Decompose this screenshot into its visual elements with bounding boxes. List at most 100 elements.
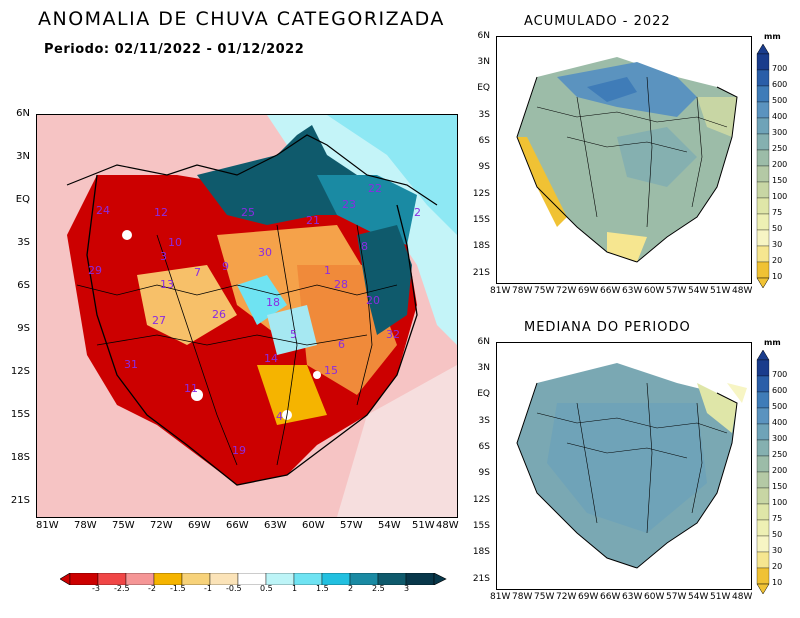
anomaly-map	[36, 114, 458, 518]
lon-tick: 63W	[622, 286, 643, 296]
median-title: MEDIANA DO PERIODO	[524, 320, 691, 335]
mm-colorbar-top-graphic	[756, 43, 770, 289]
basin-label: 32	[386, 328, 400, 341]
lat-tick: 6N	[477, 31, 490, 41]
basin-label: 2	[414, 206, 421, 219]
mm-tick: 10	[772, 272, 783, 281]
lon-tick: 72W	[556, 286, 577, 296]
basin-label: 25	[241, 206, 255, 219]
lat-tick: 3N	[16, 151, 30, 162]
lat-tick: 6N	[16, 108, 30, 119]
lon-tick: 63W	[264, 520, 287, 531]
lat-tick: 18S	[472, 547, 490, 557]
mm-tick: 250	[772, 144, 788, 153]
mm-tick: 100	[772, 498, 788, 507]
colorbar-tick: -1	[204, 584, 212, 593]
median-map	[496, 342, 752, 590]
accumulated-title: ACUMULADO - 2022	[524, 14, 671, 29]
colorbar-tick: 3	[404, 584, 410, 593]
lon-tick: 51W	[710, 286, 731, 296]
lat-axis-top: 6N 3N EQ 3S 6S 9S 12S 15S 18S 21S	[462, 31, 494, 282]
lon-tick: 69W	[188, 520, 211, 531]
basin-label: 23	[342, 198, 356, 211]
colorbar-tick: -3	[92, 584, 100, 593]
lon-tick: 60W	[302, 520, 325, 531]
mm-colorbar-bottom-graphic	[756, 349, 770, 595]
colorbar-tick: -2	[148, 584, 156, 593]
lon-tick: 69W	[578, 286, 599, 296]
colorbar-tick: 2	[348, 584, 354, 593]
lon-axis-left: 81W 78W 75W 72W 69W 66W 63W 60W 57W 54W …	[36, 520, 459, 534]
lat-tick: 9S	[478, 162, 490, 172]
lon-tick: 69W	[578, 592, 599, 602]
lat-tick: 6S	[17, 280, 30, 291]
colorbar-tick: -0.5	[226, 584, 242, 593]
mm-tick: 600	[772, 386, 788, 395]
lat-tick: 3N	[477, 363, 490, 373]
basin-label: 5	[290, 328, 297, 341]
lon-tick: 66W	[600, 592, 621, 602]
lon-tick: 48W	[732, 592, 753, 602]
anomaly-map-graphic	[37, 115, 457, 517]
mm-tick: 500	[772, 402, 788, 411]
lon-axis-bottom: 81W 78W 75W 72W 69W 66W 63W 60W 57W 54W …	[490, 592, 760, 604]
basin-label: 14	[264, 352, 278, 365]
lat-tick: 15S	[472, 215, 490, 225]
mm-tick: 30	[772, 546, 783, 555]
mm-tick: 600	[772, 80, 788, 89]
lat-tick: 12S	[472, 189, 490, 199]
lat-tick: 12S	[10, 366, 30, 377]
basin-label: 27	[152, 314, 166, 327]
lat-tick: 3S	[478, 110, 490, 120]
basin-label: 4	[276, 410, 283, 423]
basin-label: 24	[96, 204, 110, 217]
lat-axis-bottom: 6N 3N EQ 3S 6S 9S 12S 15S 18S 21S	[462, 337, 494, 588]
basin-label: 1	[324, 264, 331, 277]
lon-tick: 63W	[622, 592, 643, 602]
lon-tick: 75W	[534, 286, 555, 296]
mm-tick: 700	[772, 370, 788, 379]
lat-tick: 3N	[477, 57, 490, 67]
lon-tick: 66W	[226, 520, 249, 531]
mm-unit-top: mm	[764, 32, 781, 41]
lon-tick: 57W	[666, 592, 687, 602]
colorbar-tick: -1.5	[170, 584, 186, 593]
lon-tick: 54W	[688, 286, 709, 296]
basin-label: 22	[368, 182, 382, 195]
lon-tick: 60W	[644, 592, 665, 602]
lat-tick: 3S	[17, 237, 30, 248]
mm-tick: 400	[772, 112, 788, 121]
colorbar-tick: 1	[292, 584, 298, 593]
lat-tick: 12S	[472, 495, 490, 505]
lat-tick: EQ	[477, 389, 490, 399]
basin-label: 9	[222, 260, 229, 273]
accumulated-map	[496, 36, 752, 284]
colorbar-tick: 1.5	[316, 584, 329, 593]
anomaly-colorbar-graphic	[59, 572, 447, 586]
basin-label: 6	[338, 338, 345, 351]
basin-label: 12	[154, 206, 168, 219]
colorbar-tick: 2.5	[372, 584, 385, 593]
mm-colorbar-bottom: 700 600 500 400 300 250 200 150 100 75 5…	[756, 349, 796, 596]
lon-tick: 78W	[512, 286, 533, 296]
mm-tick: 20	[772, 562, 783, 571]
basin-label: 20	[366, 294, 380, 307]
mm-tick: 50	[772, 224, 783, 233]
lat-tick: 21S	[10, 495, 30, 506]
lon-tick: 51W	[412, 520, 435, 531]
basin-label: 11	[184, 382, 198, 395]
map-title: ANOMALIA DE CHUVA CATEGORIZADA	[38, 8, 445, 30]
lat-tick: 21S	[472, 574, 490, 584]
lon-tick: 54W	[378, 520, 401, 531]
basin-label-layer: 24 12 25 23 22 2 21 29 10 3 7 30 8 13 1 …	[36, 114, 456, 516]
basin-label: 18	[266, 296, 280, 309]
lat-tick: 15S	[10, 409, 30, 420]
lat-tick: 6N	[477, 337, 490, 347]
mm-tick: 100	[772, 192, 788, 201]
lat-tick: 3S	[478, 416, 490, 426]
mm-tick: 20	[772, 256, 783, 265]
anomaly-colorbar: -3 -2.5 -2 -1.5 -1 -0.5 0.5 1 1.5 2 2.5 …	[59, 570, 450, 610]
lon-tick: 48W	[436, 520, 459, 531]
mm-tick: 30	[772, 240, 783, 249]
mm-tick: 75	[772, 514, 783, 523]
